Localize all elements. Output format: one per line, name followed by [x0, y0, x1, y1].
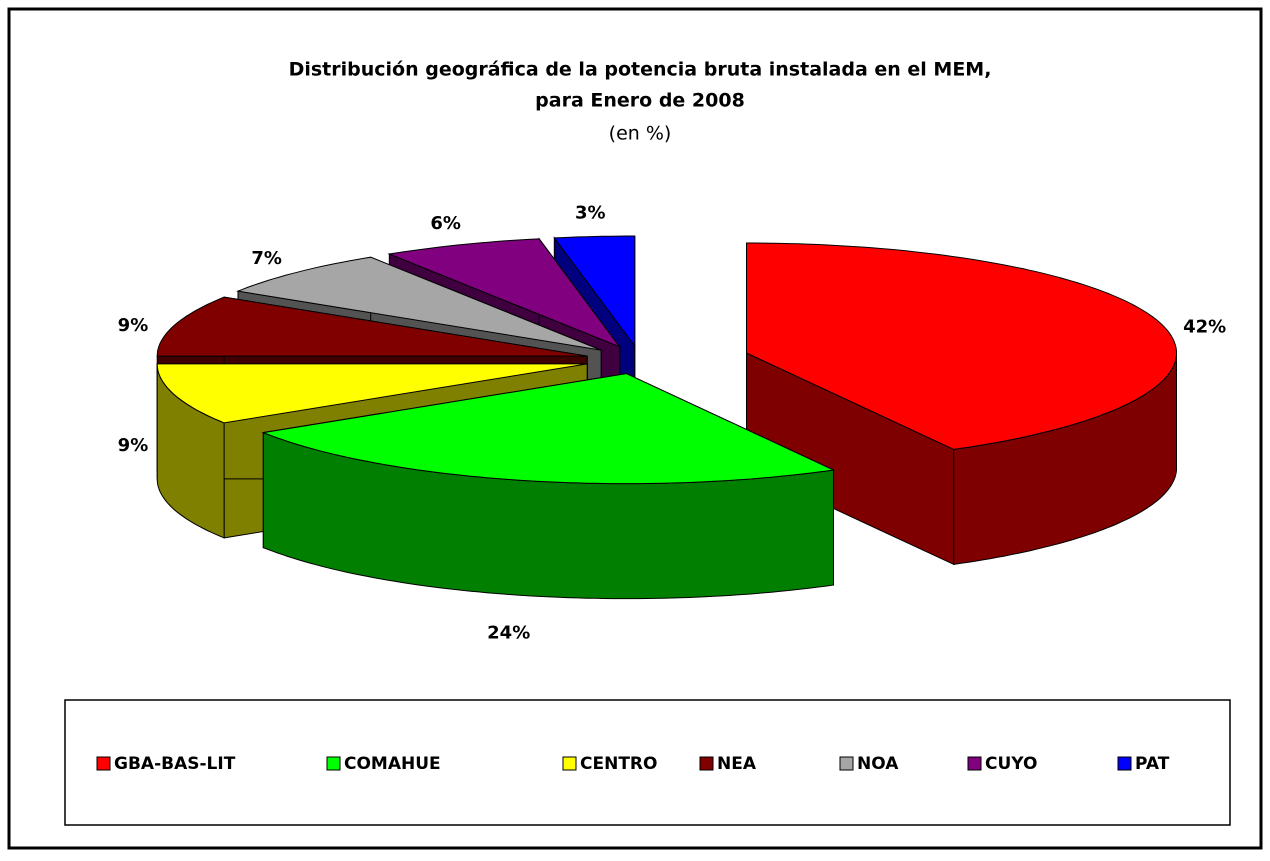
- slice-top: [261, 373, 836, 485]
- data-label: 24%: [487, 623, 530, 644]
- slice-top: [746, 242, 1177, 450]
- legend-label: NEA: [717, 754, 757, 774]
- data-label: 6%: [430, 213, 461, 234]
- legend-swatch: [96, 756, 111, 771]
- legend-swatch: [1117, 756, 1132, 771]
- legend-swatch: [839, 756, 854, 771]
- slice-top: [156, 296, 588, 357]
- chart-subtitle: (en %): [609, 123, 672, 145]
- data-label: 3%: [575, 203, 606, 224]
- legend-box: [64, 699, 1231, 826]
- slice-top: [236, 256, 602, 351]
- legend-swatch: [562, 756, 577, 771]
- chart-title: Distribución geográfica de la potencia b…: [289, 59, 992, 81]
- slice-top: [156, 363, 588, 424]
- legend-label: PAT: [1135, 754, 1170, 774]
- legend-label: CENTRO: [580, 754, 657, 774]
- data-label: 42%: [1183, 316, 1226, 337]
- pie-slice: [261, 372, 836, 600]
- legend-swatch: [326, 756, 341, 771]
- legend-label: CUYO: [985, 754, 1037, 774]
- data-label: 9%: [118, 435, 149, 456]
- legend-label: NOA: [857, 754, 899, 774]
- slice-top: [553, 235, 636, 348]
- legend-label: COMAHUE: [344, 754, 441, 774]
- pie-slice: [746, 242, 1177, 566]
- legend-swatch: [967, 756, 982, 771]
- chart-title: para Enero de 2008: [535, 90, 745, 112]
- data-label: 7%: [251, 248, 282, 269]
- legend-swatch: [699, 756, 714, 771]
- data-label: 9%: [118, 315, 149, 336]
- slice-top: [387, 238, 622, 349]
- legend-label: GBA-BAS-LIT: [114, 754, 236, 774]
